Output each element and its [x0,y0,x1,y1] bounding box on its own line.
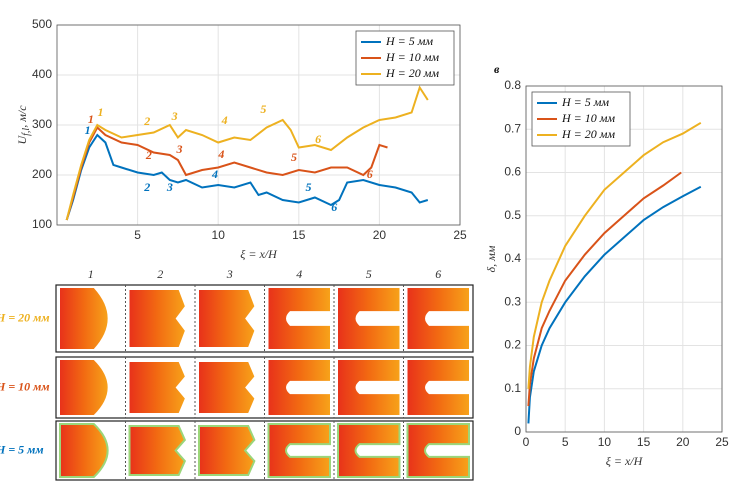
column-label: 5 [366,267,372,281]
flame-image [60,360,108,415]
x-tick-label: 25 [715,435,729,449]
row-label: H = 5 мм [0,442,44,456]
column-label: 4 [296,267,302,281]
annotation: 6 [367,167,373,181]
flame-image [59,423,109,478]
flame-image [338,360,400,415]
x-tick-label: 25 [453,228,467,242]
annotation: 1 [85,123,91,137]
x-tick-label: 10 [212,228,226,242]
flame-image [338,288,400,349]
y-tick-label: 0.2 [504,338,521,352]
series-line [65,125,388,221]
annotation: 5 [291,150,297,164]
y-tick-label: 0.5 [504,208,521,222]
plot-frame [525,85,723,433]
flame-image [268,288,330,349]
image-frame [55,356,474,419]
y-label-base: δ [484,266,498,272]
annotation: 4 [221,113,228,127]
y-label-base: U [15,135,29,145]
series-line [527,185,702,424]
x-tick-label: 15 [292,228,306,242]
annotation: 1 [98,105,104,119]
legend-label: H = 10 мм [561,111,615,125]
flame-image [199,362,255,413]
series-line [527,171,682,407]
y-tick-label: 0.6 [504,165,521,179]
annotation: 4 [217,147,224,161]
annotation: 6 [331,200,337,214]
y-tick-label: 0.1 [504,381,521,395]
panel-letter: в [494,62,500,76]
y-tick-label: 0.3 [504,294,521,308]
flame-image [268,360,330,415]
legend-label: H = 5 мм [385,34,433,48]
series-line [65,85,429,221]
flame-image [407,288,469,349]
annotation: 2 [143,114,150,128]
legend-label: H = 5 мм [561,95,609,109]
flame-image [129,290,185,347]
y-tick-label: 0.8 [504,78,521,92]
column-label: 2 [157,267,163,281]
x-tick-label: 10 [598,435,612,449]
series-line [65,133,429,221]
flame-image [267,423,331,478]
series-line [527,121,702,389]
annotation: 5 [305,180,311,194]
row-label: H = 10 мм [0,379,50,393]
x-tick-label: 15 [637,435,651,449]
flame-image [337,423,401,478]
y-tick-label: 0.7 [504,121,521,135]
annotation: 6 [315,132,321,146]
flame-image [199,290,255,347]
x-tick-label: 20 [373,228,387,242]
x-axis-label: ξ = x/H [606,454,644,468]
x-axis-label: ξ = x/H [240,247,278,261]
y-tick-label: 300 [32,117,52,131]
annotation: 5 [260,102,266,116]
legend-label: H = 10 мм [385,50,439,64]
legend-label: H = 20 мм [385,66,439,80]
y-label-sub: f,l [21,128,32,136]
flame-image [60,288,108,349]
y-tick-label: 0 [514,424,521,438]
flame-image [129,362,185,413]
y-tick-label: 500 [32,17,52,31]
column-label: 6 [435,267,441,281]
annotation: 4 [211,167,218,181]
y-tick-label: 100 [32,217,52,231]
legend-label: H = 20 мм [561,127,615,141]
row-label: H = 20 мм [0,310,50,324]
y-label-unit: , мм [484,245,498,267]
x-tick-label: 5 [134,228,141,242]
annotation: 3 [166,180,173,194]
annotation: 3 [176,142,183,156]
plot-frame [56,24,461,226]
x-tick-label: 20 [676,435,690,449]
annotation: 1 [88,112,94,126]
x-tick-label: 0 [523,435,530,449]
annotation: 2 [145,148,152,162]
y-axis-label: Uf,l, м/с [15,105,33,145]
y-tick-label: 0.4 [504,251,521,265]
y-axis-label: δ, мм [484,245,498,272]
flame-image [198,425,256,476]
x-tick-label: 5 [562,435,569,449]
annotation: 3 [171,109,178,123]
column-label: 1 [88,267,94,281]
y-tick-label: 400 [32,67,52,81]
y-tick-label: 200 [32,167,52,181]
flame-image [128,425,187,476]
flame-image [406,423,470,478]
column-label: 3 [226,267,233,281]
annotation: 2 [143,180,150,194]
y-label-unit: , м/с [15,105,29,128]
flame-image [407,360,469,415]
